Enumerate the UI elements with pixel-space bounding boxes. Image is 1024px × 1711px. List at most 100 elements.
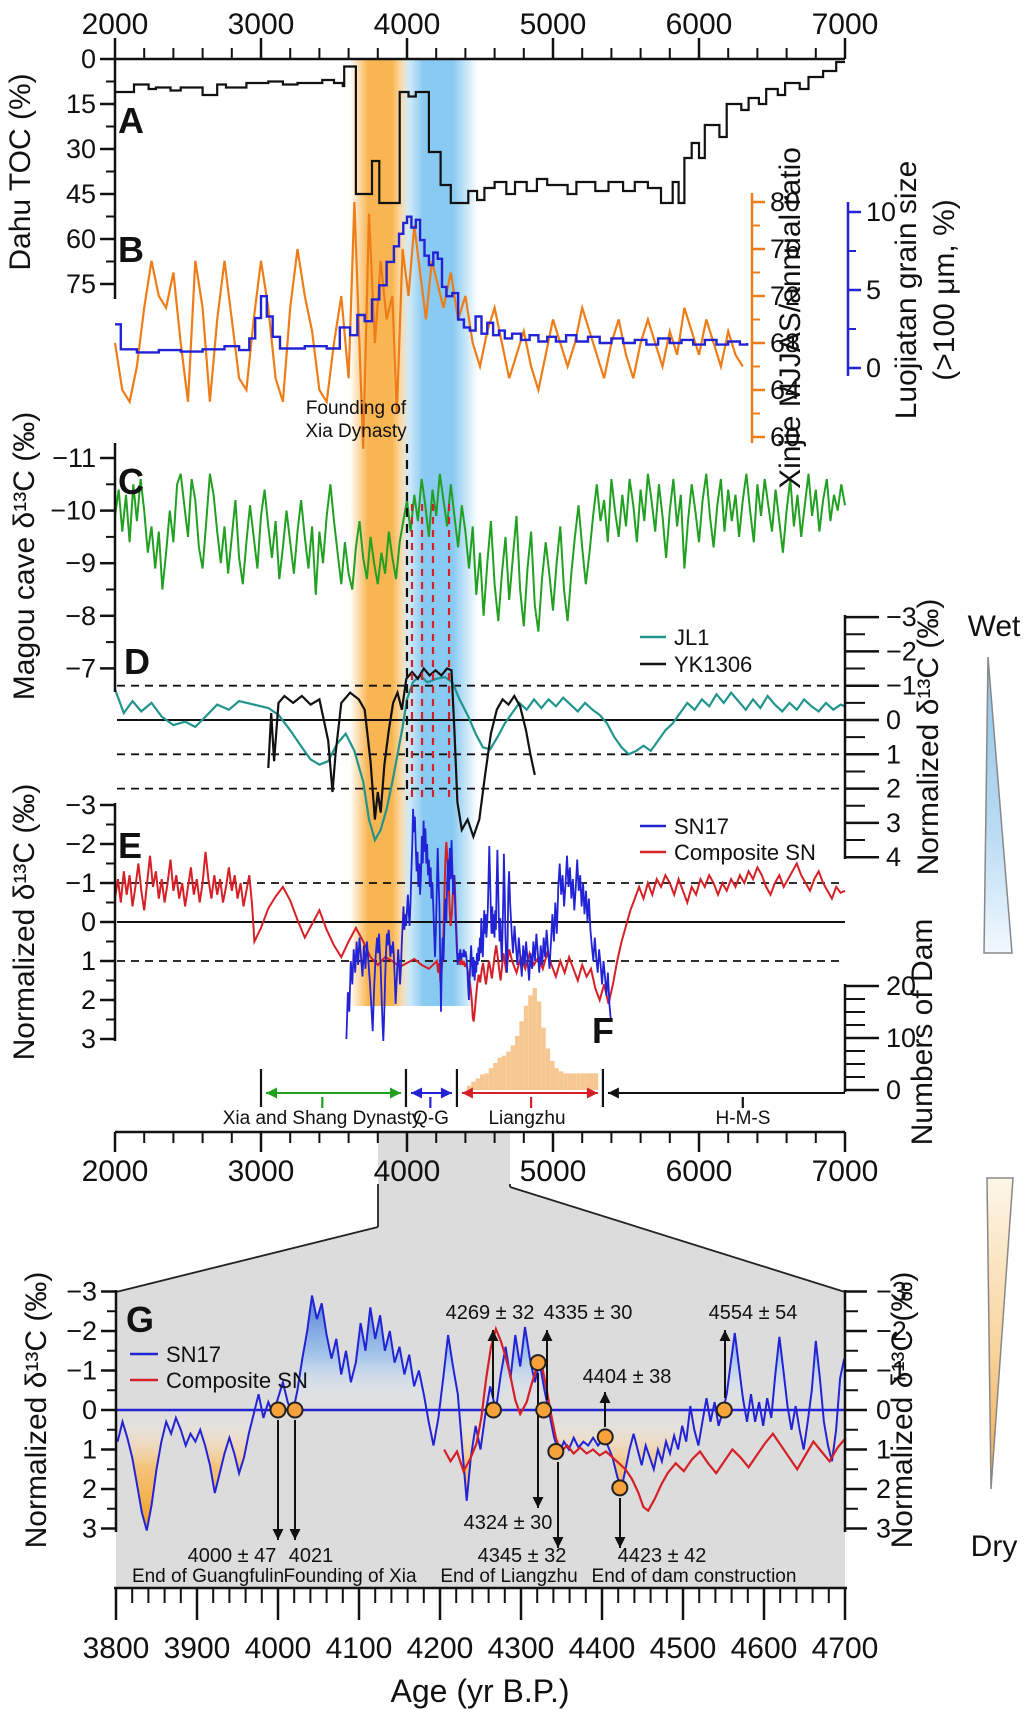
axis-title-xinjie-ratio: Xinjie MJJAS/annual ratio bbox=[774, 147, 807, 489]
axis-title-luojiatan-line2: (>100 μm, %) bbox=[928, 199, 961, 381]
axis-title-magou-cave: Magou cave δ¹³C (‰) bbox=[8, 412, 41, 700]
luojiatan-y-axis: 0 5 10 bbox=[846, 197, 896, 383]
d-y-axis-tick-label: 2 bbox=[886, 774, 901, 804]
arrowhead bbox=[440, 1087, 452, 1099]
arrowhead bbox=[266, 1087, 277, 1099]
upper-bottom-x-axis-tick-label: 5000 bbox=[520, 1155, 587, 1188]
panel-f-letter: F bbox=[592, 1010, 614, 1051]
dam-bar bbox=[585, 1073, 590, 1090]
ann-4000: 4000 ± 47 bbox=[188, 1545, 277, 1567]
era-label-hms: H-M-S bbox=[716, 1108, 771, 1129]
f-y-axis: 0 10 20 bbox=[843, 971, 916, 1105]
upper-bottom-x-axis-tick-label: 2000 bbox=[82, 1155, 149, 1188]
g-left-y-axis-tick-label: −2 bbox=[66, 1316, 97, 1346]
e-y-axis-tick-label: 2 bbox=[81, 985, 96, 1015]
dam-bar bbox=[532, 988, 537, 1090]
upper-bottom-x-axis-tick-label: 3000 bbox=[228, 1155, 295, 1188]
a-y-axis-tick-label: 60 bbox=[66, 224, 96, 254]
a-y-axis-tick-label: 30 bbox=[66, 134, 96, 164]
series-sn17-g bbox=[116, 1295, 846, 1531]
f-y-axis-tick-label: 10 bbox=[886, 1023, 916, 1053]
ann-4324: 4324 ± 30 bbox=[464, 1512, 553, 1534]
event-dot bbox=[535, 1401, 553, 1419]
a-y-axis-tick-label: 15 bbox=[66, 89, 96, 119]
zoom-leader-left-slant bbox=[115, 1226, 379, 1293]
ann-4021: 4021 bbox=[289, 1545, 334, 1567]
dam-bar bbox=[519, 1021, 524, 1090]
g-x-axis-tick-label: 4500 bbox=[650, 1632, 717, 1665]
g-left-y-axis-tick-label: −1 bbox=[66, 1356, 97, 1386]
dam-bar bbox=[576, 1073, 581, 1090]
d-y-axis-tick-label: 1 bbox=[886, 739, 901, 769]
g-left-y-axis-tick-label: 1 bbox=[82, 1435, 97, 1465]
luojiatan-y-axis-tick-label: 5 bbox=[866, 275, 881, 305]
event-dot bbox=[611, 1479, 629, 1497]
c-y-axis-tick-label: −7 bbox=[65, 653, 96, 683]
d-y-axis-tick-label: 0 bbox=[886, 705, 901, 735]
g-right-y-axis-tick-label: −3 bbox=[876, 1277, 907, 1307]
legend-label-sn17-e: SN17 bbox=[674, 814, 729, 839]
arrowhead bbox=[532, 1497, 544, 1508]
panel-e-letter: E bbox=[118, 825, 142, 866]
panel-b-letter: B bbox=[118, 229, 144, 270]
g-x-axis-tick-label: 4000 bbox=[245, 1632, 312, 1665]
era-label-liangzhu: Liangzhu bbox=[488, 1108, 565, 1129]
axis-title-normalized-d13c-d: Normalized δ¹³C (‰) bbox=[912, 599, 945, 876]
ann-4423: 4423 ± 42 bbox=[618, 1545, 707, 1567]
dam-bar bbox=[589, 1073, 594, 1090]
top-x-axis: 2000 3000 4000 5000 6000 7000 bbox=[82, 8, 879, 61]
e-y-axis-tick-label: 0 bbox=[81, 907, 96, 937]
top-x-axis-tick-label: 7000 bbox=[812, 8, 879, 41]
panel-g-letter: G bbox=[126, 1299, 154, 1340]
g-x-axis-tick-label: 4400 bbox=[569, 1632, 636, 1665]
d-y-axis: −3 −2 −1 0 1 2 3 4 bbox=[843, 602, 917, 872]
dam-bar bbox=[541, 1027, 546, 1090]
e-y-axis-tick-label: −2 bbox=[65, 829, 96, 859]
data-series-layer bbox=[113, 60, 847, 1531]
xinjie-y-axis-tick-label: 76 bbox=[770, 234, 800, 264]
event-dot bbox=[484, 1401, 502, 1419]
g-left-y-axis-tick-label: 3 bbox=[82, 1514, 97, 1544]
series-dahu-toc bbox=[115, 60, 845, 205]
dam-bar bbox=[497, 1057, 502, 1090]
c-y-axis: −11 −10 −9 −8 −7 bbox=[50, 443, 117, 692]
legend-label-composite-e: Composite SN bbox=[674, 840, 816, 865]
f-y-axis-tick-label: 20 bbox=[886, 971, 916, 1001]
ann-4335: 4335 ± 30 bbox=[544, 1302, 633, 1324]
series-jl1 bbox=[113, 673, 846, 843]
dam-bar bbox=[523, 1005, 529, 1090]
axis-title-numbers-of-dam: Numbers of Dam bbox=[906, 919, 939, 1146]
ann-end-dam: End of dam construction bbox=[592, 1566, 797, 1587]
g-fill-dry bbox=[117, 1410, 845, 1531]
panel-c-letter: C bbox=[118, 461, 144, 502]
arrowhead bbox=[586, 1087, 598, 1099]
upper-bottom-x-axis-tick-label: 4000 bbox=[374, 1155, 441, 1188]
g-left-y-axis-tick-label: 0 bbox=[82, 1395, 97, 1425]
e-y-axis-tick-label: 1 bbox=[81, 946, 96, 976]
founding-xia-note-line2: Xia Dynasty bbox=[305, 421, 407, 442]
c-y-axis-tick-label: −11 bbox=[52, 443, 96, 473]
g-right-y-axis-tick-label: −1 bbox=[876, 1356, 907, 1386]
upper-bottom-x-axis-tick-label: 6000 bbox=[666, 1155, 733, 1188]
legend-label-composite-g: Composite SN bbox=[166, 1368, 308, 1393]
series-luojiatan-grain bbox=[115, 215, 749, 354]
g-left-y-axis-tick-label: −3 bbox=[66, 1277, 97, 1307]
d-y-axis-tick-label: −3 bbox=[886, 602, 917, 632]
ann-end-liangzhu: End of Liangzhu bbox=[440, 1566, 577, 1587]
axis-title-luojiatan-line1: Luojiatan grain size bbox=[890, 161, 923, 420]
luojiatan-y-axis-tick-label: 0 bbox=[866, 353, 881, 383]
dam-bar bbox=[471, 1081, 476, 1090]
f-y-axis-tick-label: 0 bbox=[886, 1075, 901, 1105]
arrowhead bbox=[487, 1330, 499, 1341]
series-composite-sn-e bbox=[114, 841, 846, 1022]
g-right-y-axis-tick-label: 0 bbox=[876, 1395, 891, 1425]
dam-bar bbox=[563, 1073, 568, 1090]
dam-bar bbox=[580, 1073, 586, 1090]
dam-bar bbox=[567, 1073, 572, 1090]
annotation-layer bbox=[259, 656, 1014, 1548]
g-left-y-axis: −3 −2 −1 0 1 2 3 bbox=[66, 1277, 118, 1544]
series-composite-sn-g bbox=[443, 1325, 847, 1513]
dam-bar bbox=[484, 1073, 489, 1090]
